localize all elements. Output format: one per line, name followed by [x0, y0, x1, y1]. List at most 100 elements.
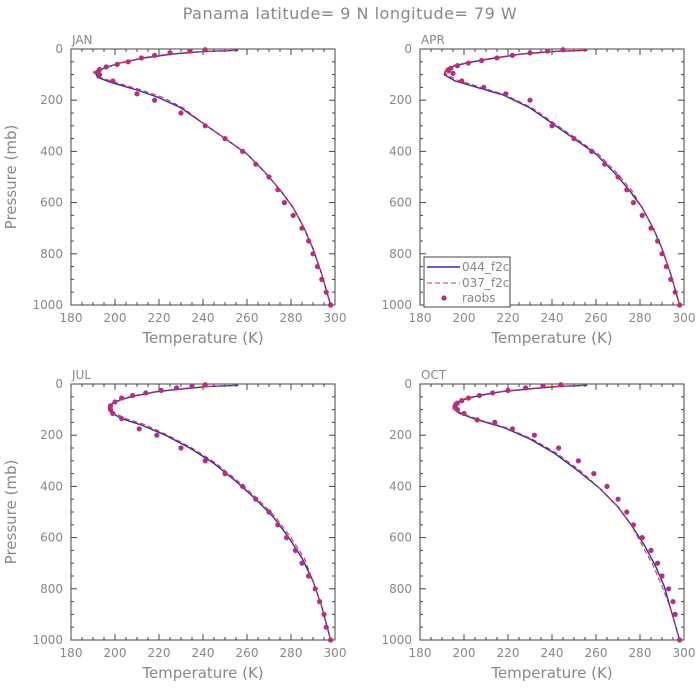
legend-label-037: 037_f2c	[462, 276, 509, 290]
raobs-point	[158, 387, 164, 393]
x-tick-label: 280	[629, 646, 652, 660]
y-tick-label: 400	[40, 144, 63, 158]
x-tick-label: 280	[629, 311, 652, 325]
raobs-point	[154, 432, 160, 438]
raobs-point	[112, 399, 118, 405]
raobs-point	[319, 276, 325, 282]
panel-label: APR	[421, 33, 445, 47]
raobs-point	[108, 403, 114, 409]
raobs-point	[509, 52, 515, 59]
x-tick-label: 180	[60, 311, 83, 325]
raobs-point	[240, 148, 246, 154]
raobs-point	[591, 471, 597, 477]
raobs-point	[119, 395, 125, 401]
series-037-f2c	[452, 384, 681, 641]
raobs-point	[130, 392, 136, 399]
raobs-point	[454, 63, 460, 69]
raobs-point	[152, 52, 158, 59]
raobs-point	[666, 586, 672, 592]
raobs-point	[110, 78, 116, 84]
raobs-point	[624, 509, 630, 515]
raobs-point	[655, 238, 661, 244]
raobs-point	[549, 123, 555, 129]
raobs-point	[202, 123, 208, 129]
raobs-point	[459, 398, 465, 404]
raobs-point	[503, 91, 509, 97]
raobs-point	[178, 110, 184, 116]
x-tick-label: 200	[453, 646, 476, 660]
series-044-f2c	[452, 384, 681, 641]
panel-jul: 180 200 220 240 260 280 300 0 200 400 600 800 1000 Te…	[2, 368, 346, 682]
raobs-point	[310, 251, 316, 257]
raobs-point	[527, 50, 533, 56]
series-037-f2c	[92, 49, 332, 306]
y-tick-label: 200	[40, 93, 63, 107]
raobs-point	[125, 59, 131, 65]
x-tick-label: 300	[324, 311, 347, 325]
y-tick-label: 600	[389, 196, 412, 210]
raobs-point	[452, 403, 458, 409]
raobs-point	[465, 395, 471, 401]
x-tick-label: 200	[104, 646, 127, 660]
raobs-point	[571, 136, 577, 142]
panel-apr: 180 200 220 240 260 280 300 0 200 400 600 800 1000 Te…	[381, 33, 695, 347]
series-044-f2c	[94, 49, 332, 306]
raobs-point	[670, 599, 676, 605]
x-tick-label: 260	[236, 646, 259, 660]
panel-jan: 180 200 220 240 260 280 300 0 200 400 600 800 1000 Te…	[2, 33, 346, 347]
raobs-point	[136, 426, 142, 432]
raobs-point	[189, 383, 195, 389]
raobs-point	[540, 383, 546, 389]
raobs-point	[615, 174, 621, 180]
x-axis-label: Temperature (K)	[141, 329, 263, 347]
raobs-point	[492, 419, 498, 425]
raobs-point	[202, 382, 208, 388]
raobs-point	[454, 407, 460, 413]
raobs-point	[312, 586, 318, 592]
y-tick-label: 800	[389, 247, 412, 261]
y-tick-label: 0	[404, 42, 412, 56]
raobs-point	[663, 264, 670, 270]
raobs-point	[222, 471, 228, 477]
raobs-point	[523, 385, 529, 391]
plot-frame	[419, 383, 685, 641]
raobs-point	[531, 432, 538, 438]
raobs-point	[103, 64, 109, 70]
raobs-point	[134, 91, 140, 97]
raobs-point	[490, 390, 496, 396]
raobs-point	[465, 60, 471, 66]
x-tick-label: 280	[280, 646, 303, 660]
raobs-point	[450, 70, 456, 76]
x-axis-label: Temperature (K)	[141, 664, 263, 682]
raobs-point	[677, 637, 683, 643]
plot-frame	[70, 48, 336, 306]
raobs-point	[479, 57, 485, 64]
y-tick-label: 1000	[381, 298, 412, 312]
raobs-point	[108, 407, 114, 413]
raobs-point	[306, 573, 312, 579]
raobs-point	[560, 47, 566, 53]
legend-box	[423, 256, 511, 308]
panel-label: JAN	[71, 33, 93, 47]
raobs-point	[668, 276, 674, 282]
y-tick-label: 600	[40, 196, 63, 210]
raobs-point	[589, 148, 595, 154]
raobs-point	[630, 200, 637, 206]
raobs-point	[672, 289, 678, 295]
raobs-point	[505, 387, 511, 393]
raobs-point	[178, 445, 184, 451]
raobs-point	[446, 68, 452, 74]
raobs-point	[474, 417, 480, 423]
raobs-point	[461, 410, 467, 417]
raobs-point	[174, 385, 180, 391]
y-tick-label: 600	[389, 531, 412, 545]
raobs-point	[275, 187, 281, 193]
raobs-point	[481, 84, 487, 90]
raobs-point	[558, 382, 564, 388]
raobs-point	[639, 212, 645, 218]
x-tick-label: 300	[673, 646, 696, 660]
y-tick-label: 400	[40, 479, 63, 493]
raobs-point	[321, 611, 327, 618]
y-tick-label: 400	[389, 144, 412, 158]
